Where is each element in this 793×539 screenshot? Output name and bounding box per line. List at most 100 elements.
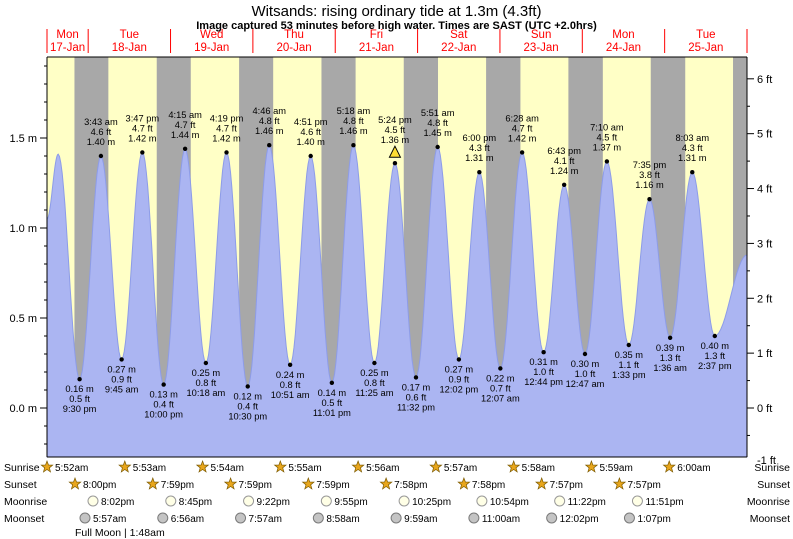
tide-annotation-line: 0.9 ft bbox=[449, 374, 470, 384]
day-label: Mon bbox=[612, 29, 634, 41]
tide-extreme-dot bbox=[477, 170, 482, 175]
tide-extreme-dot bbox=[519, 150, 525, 155]
moonrise-icon bbox=[554, 495, 566, 507]
tide-annotation-line: 4.7 ft bbox=[132, 123, 153, 133]
sun-star-icon bbox=[379, 477, 393, 490]
moonrise-icon bbox=[476, 495, 488, 507]
day-label: Thu bbox=[284, 29, 304, 41]
tide-annotation-line: 12:44 pm bbox=[524, 377, 563, 387]
low-tide-annotation: 0.39 m1.3 ft1:36 am bbox=[653, 335, 687, 373]
tide-extreme-dot bbox=[392, 161, 398, 166]
sun-star-icon bbox=[507, 459, 521, 473]
sun-star-icon bbox=[223, 476, 238, 490]
moonrise-time: 11:22pm bbox=[568, 497, 606, 508]
moonset-icon bbox=[468, 512, 480, 524]
tide-annotation-line: 0.7 ft bbox=[490, 383, 511, 393]
low-tide-annotation: 0.27 m0.9 ft9:45 am bbox=[105, 357, 139, 394]
moonrise-icon bbox=[165, 495, 177, 507]
tide-annotation-line: 0.39 m bbox=[656, 343, 685, 353]
tide-annotation-line: 9:30 pm bbox=[63, 404, 97, 414]
day-label: Fri bbox=[370, 29, 383, 41]
moonrise-time: 9:22pm bbox=[257, 497, 290, 508]
tide-annotation-line: 12:47 am bbox=[566, 379, 605, 389]
tide-extreme-dot bbox=[161, 382, 166, 387]
tide-annotation-line: 0.24 m bbox=[276, 370, 305, 380]
tide-extreme-dot bbox=[667, 335, 673, 340]
moonset-time: 1:07pm bbox=[637, 514, 670, 525]
tide-annotation-line: 0.8 ft bbox=[364, 378, 385, 388]
tide-extreme-dot bbox=[712, 333, 718, 339]
tide-annotation-line: 11:01 pm bbox=[313, 408, 351, 418]
day-labels: Mon17-JanTue18-JanWed19-JanThu20-JanFri2… bbox=[46, 29, 748, 54]
moonrise-icon bbox=[87, 495, 99, 507]
high-tide-annotation: 3:43 am4.6 ft1.40 m bbox=[84, 117, 118, 159]
tide-extreme-dot bbox=[456, 357, 462, 362]
tide-annotation-line: 8:03 am bbox=[675, 133, 709, 143]
moonrise-icon bbox=[398, 495, 410, 507]
tide-annotation-line: 1.42 m bbox=[128, 133, 157, 143]
low-tide-annotation: 0.16 m0.5 ft9:30 pm bbox=[63, 377, 97, 414]
tide-annotation-line: 0.40 m bbox=[701, 341, 730, 351]
tide-annotation-line: 3:43 am bbox=[84, 117, 118, 127]
high-tide-annotation: 4:19 pm4.7 ft1.42 m bbox=[210, 113, 244, 155]
tide-extreme-dot bbox=[351, 143, 356, 148]
tide-annotation-line: 12:07 am bbox=[481, 393, 520, 403]
tide-annotation-line: 4.8 ft bbox=[343, 116, 364, 126]
tide-annotation-line: 4.3 ft bbox=[469, 143, 490, 153]
tide-annotation-line: 10:30 pm bbox=[228, 411, 267, 421]
chart-subtitle: Image captured 53 minutes before high wa… bbox=[196, 20, 597, 32]
tide-annotation-line: 1:36 am bbox=[653, 363, 687, 373]
tide-annotation-line: 0.8 ft bbox=[280, 380, 301, 390]
high-tide-annotation: 7:10 am4.5 ft1.37 m bbox=[590, 122, 624, 164]
tide-annotation-line: 4.6 ft bbox=[300, 127, 321, 137]
tide-annotation-line: 0.22 m bbox=[486, 373, 515, 383]
sun-star-icon bbox=[351, 460, 365, 473]
tide-annotation-line: 1.36 m bbox=[381, 135, 410, 145]
sunset-row-label-right: Sunset bbox=[757, 479, 790, 491]
tide-annotation-line: 6:28 am bbox=[505, 113, 539, 123]
tide-annotation-line: 7:10 am bbox=[590, 122, 624, 132]
high-tide-annotation: 5:51 am4.8 ft1.45 m bbox=[421, 108, 455, 150]
tide-annotation-line: 4.5 ft bbox=[597, 132, 618, 142]
day-label: Tue bbox=[696, 29, 715, 41]
day-date-label: 22-Jan bbox=[441, 42, 476, 54]
day-date-label: 18-Jan bbox=[112, 42, 147, 54]
tide-extreme-dot bbox=[267, 143, 272, 148]
tide-annotation-line: 5:24 pm bbox=[378, 115, 412, 125]
tide-annotation-line: 4:19 pm bbox=[210, 113, 244, 123]
tide-annotation-line: 1.16 m bbox=[635, 180, 664, 190]
tide-annotation-line: 1.3 ft bbox=[704, 351, 725, 361]
tide-annotation-line: 4:46 am bbox=[252, 106, 286, 116]
high-tide-annotation: 4:51 pm4.6 ft1.40 m bbox=[294, 117, 328, 159]
moonrise-icon bbox=[320, 495, 332, 507]
tide-extreme-dot bbox=[604, 159, 610, 164]
tide-annotation-line: 1.31 m bbox=[678, 153, 707, 163]
sun-star-icon bbox=[273, 459, 287, 473]
moonset-icon bbox=[390, 512, 402, 524]
tide-annotation-line: 1.42 m bbox=[508, 133, 537, 143]
tide-extreme-dot bbox=[626, 342, 631, 348]
tide-annotation-line: 1.44 m bbox=[171, 130, 200, 140]
low-tide-annotation: 0.35 m1.1 ft1:33 pm bbox=[612, 342, 646, 380]
tide-annotation-line: 0.5 ft bbox=[69, 394, 90, 404]
sunset-time: 7:57pm bbox=[550, 480, 583, 491]
tide-annotation-line: 10:18 am bbox=[186, 388, 225, 398]
tide-annotation-line: 4.8 ft bbox=[427, 118, 448, 128]
tide-annotation-line: 4.1 ft bbox=[554, 156, 575, 166]
y-axis-label-m: 1.5 m bbox=[9, 133, 37, 145]
sunrise-row-label-right: Sunrise bbox=[754, 462, 790, 474]
sunset-time: 7:58pm bbox=[394, 480, 427, 491]
moonset-icon bbox=[312, 512, 324, 524]
moonset-time: 8:58am bbox=[326, 514, 359, 525]
moonrise-time: 10:25pm bbox=[412, 497, 451, 508]
sun-star-icon bbox=[146, 476, 160, 490]
sunset-time: 7:59pm bbox=[239, 480, 272, 491]
y-axis-label-m: 1.0 m bbox=[9, 223, 37, 235]
sunrise-row-label-left: Sunrise bbox=[4, 462, 40, 474]
